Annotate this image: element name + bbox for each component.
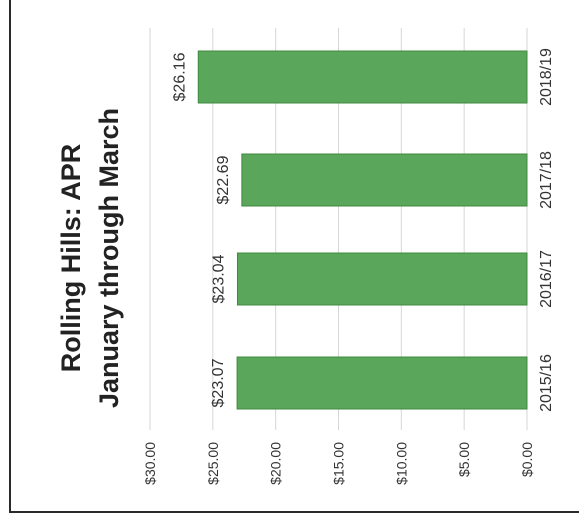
data-label: $26.16 (171, 52, 188, 101)
bar (236, 252, 528, 306)
value-tick-label: $20.00 (268, 442, 284, 485)
labels: $0.00 $5.00 $10.00 $15.00 $20.00 $25.00 $30.00… (142, 48, 555, 485)
value-tick-label: $10.00 (393, 442, 409, 485)
bar (236, 356, 528, 410)
bar (241, 153, 528, 207)
category-label: 2017/18 (538, 151, 555, 209)
chart-frame (9, 0, 579, 513)
data-label: $22.69 (215, 155, 232, 204)
value-tick-label: $5.00 (456, 442, 472, 477)
value-tick-label: $15.00 (331, 442, 347, 485)
value-tick-label: $0.00 (519, 442, 535, 477)
data-label: $23.04 (210, 254, 227, 303)
chart-title: Rolling Hills: APR (56, 144, 86, 373)
bar (197, 50, 528, 104)
data-label: $23.07 (210, 358, 227, 407)
chart-subtitle: January through March (94, 108, 124, 408)
category-label: 2016/17 (538, 250, 555, 308)
category-label: 2018/19 (538, 48, 555, 106)
bars (197, 50, 528, 410)
category-label: 2015/16 (538, 354, 555, 412)
chart-title-group: Rolling Hills: APR January through March (56, 108, 124, 408)
value-tick-label: $25.00 (205, 442, 221, 485)
value-tick-label: $30.00 (142, 442, 158, 485)
